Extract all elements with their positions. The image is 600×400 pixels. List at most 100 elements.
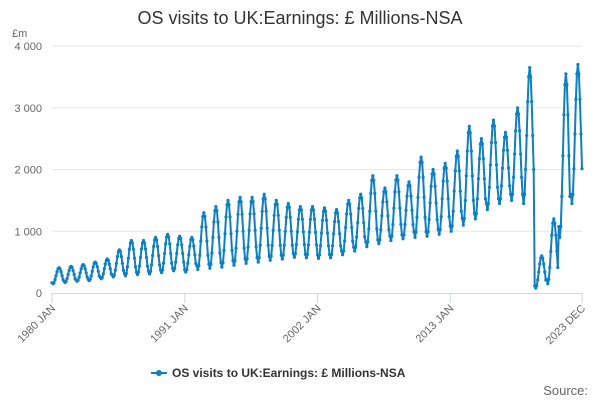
data-point bbox=[405, 194, 409, 198]
data-point bbox=[251, 200, 255, 204]
x-axis: 1980 JAN 1991 JAN 2002 JAN 2013 JAN 2023 DEC bbox=[15, 293, 588, 347]
data-point bbox=[304, 256, 308, 260]
data-point bbox=[114, 261, 118, 265]
data-point bbox=[112, 273, 116, 277]
data-point bbox=[158, 263, 162, 267]
data-point bbox=[431, 167, 435, 172]
data-point bbox=[577, 72, 581, 76]
data-point bbox=[471, 198, 475, 202]
data-point bbox=[457, 169, 461, 173]
legend-marker-icon bbox=[156, 370, 162, 376]
x-tick-label: 2002 JAN bbox=[281, 303, 324, 346]
data-point bbox=[576, 62, 580, 67]
data-point bbox=[120, 261, 124, 265]
data-point bbox=[235, 229, 239, 233]
data-point bbox=[246, 245, 250, 249]
data-point bbox=[131, 247, 136, 251]
data-point bbox=[95, 265, 99, 269]
data-point bbox=[464, 174, 468, 178]
data-point bbox=[154, 235, 158, 239]
data-point bbox=[553, 221, 557, 225]
y-tick-label: 1 000 bbox=[14, 226, 42, 238]
data-point bbox=[432, 172, 436, 176]
data-point bbox=[530, 100, 534, 104]
data-point bbox=[362, 221, 366, 225]
data-point bbox=[317, 253, 322, 257]
data-point bbox=[329, 256, 333, 260]
data-point bbox=[204, 225, 208, 229]
data-point bbox=[385, 200, 389, 204]
data-point bbox=[206, 253, 210, 257]
data-point bbox=[537, 270, 541, 274]
data-point bbox=[149, 269, 153, 273]
data-point bbox=[142, 241, 147, 245]
data-point bbox=[369, 191, 373, 195]
data-point bbox=[166, 232, 170, 236]
data-point bbox=[543, 270, 547, 274]
data-point bbox=[450, 224, 454, 228]
data-point bbox=[559, 224, 563, 229]
data-point bbox=[447, 215, 451, 219]
data-point bbox=[377, 242, 381, 246]
data-point bbox=[102, 267, 106, 271]
data-point bbox=[186, 261, 190, 265]
data-point bbox=[126, 256, 130, 260]
data-point bbox=[198, 253, 202, 257]
data-point bbox=[205, 239, 209, 243]
data-point bbox=[248, 212, 252, 216]
data-point bbox=[322, 206, 327, 210]
data-point bbox=[176, 243, 180, 247]
data-point bbox=[487, 185, 491, 189]
data-point bbox=[224, 215, 228, 219]
data-point bbox=[312, 217, 317, 221]
data-point bbox=[503, 130, 508, 134]
data-point bbox=[157, 254, 161, 258]
data-point bbox=[318, 244, 323, 248]
data-point bbox=[443, 161, 447, 165]
y-tick-label: 0 bbox=[36, 288, 42, 300]
data-point bbox=[168, 242, 172, 246]
data-point bbox=[143, 247, 148, 251]
data-point bbox=[76, 278, 80, 282]
data-point bbox=[518, 129, 522, 133]
data-point bbox=[125, 265, 129, 269]
data-point bbox=[337, 220, 341, 224]
data-point bbox=[425, 234, 429, 238]
data-point bbox=[132, 256, 137, 260]
chart-title: OS visits to UK:Earnings: £ Millions-NSA bbox=[137, 8, 462, 28]
data-point bbox=[137, 264, 142, 268]
data-point bbox=[284, 215, 288, 219]
data-point bbox=[175, 251, 179, 256]
data-point bbox=[408, 184, 412, 188]
series-points bbox=[50, 62, 584, 290]
data-point bbox=[311, 208, 316, 212]
data-point bbox=[147, 272, 152, 276]
data-point bbox=[330, 253, 334, 257]
data-point bbox=[549, 249, 553, 253]
data-point bbox=[84, 271, 88, 275]
data-point bbox=[488, 163, 492, 167]
data-point bbox=[529, 75, 533, 79]
data-point bbox=[258, 243, 262, 247]
data-point bbox=[316, 256, 321, 260]
data-point bbox=[181, 251, 185, 256]
data-point bbox=[404, 208, 408, 212]
data-point bbox=[113, 268, 117, 272]
data-point bbox=[390, 234, 394, 238]
data-point bbox=[391, 222, 395, 226]
data-point bbox=[519, 152, 523, 156]
data-point bbox=[200, 225, 204, 229]
data-point bbox=[280, 257, 284, 261]
data-point bbox=[60, 274, 64, 278]
data-point bbox=[278, 243, 282, 247]
data-point bbox=[579, 132, 583, 136]
data-point bbox=[121, 268, 125, 272]
data-point bbox=[70, 265, 74, 270]
legend[interactable]: OS visits to UK:Earnings: £ Millions-NSA bbox=[151, 366, 406, 380]
data-point bbox=[473, 217, 477, 221]
data-point bbox=[517, 112, 521, 116]
data-point bbox=[506, 166, 511, 170]
data-point bbox=[514, 129, 518, 133]
data-point bbox=[438, 228, 442, 232]
